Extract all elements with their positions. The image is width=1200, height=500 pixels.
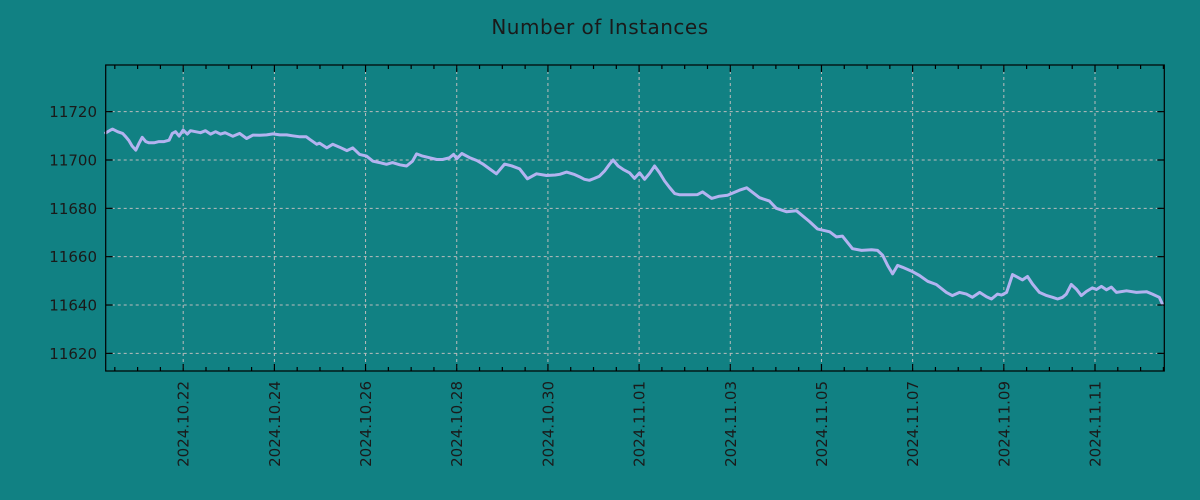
x-tick-label: 2024.10.30 bbox=[539, 381, 557, 467]
x-tick-label: 2024.11.09 bbox=[995, 381, 1013, 467]
y-tick-label: 11700 bbox=[49, 151, 97, 169]
data-line-instances bbox=[104, 127, 1164, 306]
x-tick-label: 2024.10.26 bbox=[357, 381, 375, 467]
x-tick-label: 2024.11.11 bbox=[1087, 381, 1105, 467]
plot-border bbox=[105, 64, 1165, 372]
x-tick-label: 2024.10.22 bbox=[175, 381, 193, 467]
x-tick-label: 2024.10.28 bbox=[448, 381, 466, 467]
x-tick-label: 2024.11.01 bbox=[631, 381, 649, 467]
y-tick-label: 11680 bbox=[49, 200, 97, 218]
chart-title: Number of Instances bbox=[491, 15, 709, 39]
y-tick-label: 11620 bbox=[49, 345, 97, 363]
x-tick-label: 2024.11.05 bbox=[813, 381, 831, 467]
x-tick-label: 2024.11.03 bbox=[722, 381, 740, 467]
y-tick-label: 11640 bbox=[49, 297, 97, 315]
y-tick-label: 11660 bbox=[49, 248, 97, 266]
y-tick-label: 11720 bbox=[49, 103, 97, 121]
x-tick-label: 2024.11.07 bbox=[904, 381, 922, 467]
x-tick-label: 2024.10.24 bbox=[266, 381, 284, 467]
